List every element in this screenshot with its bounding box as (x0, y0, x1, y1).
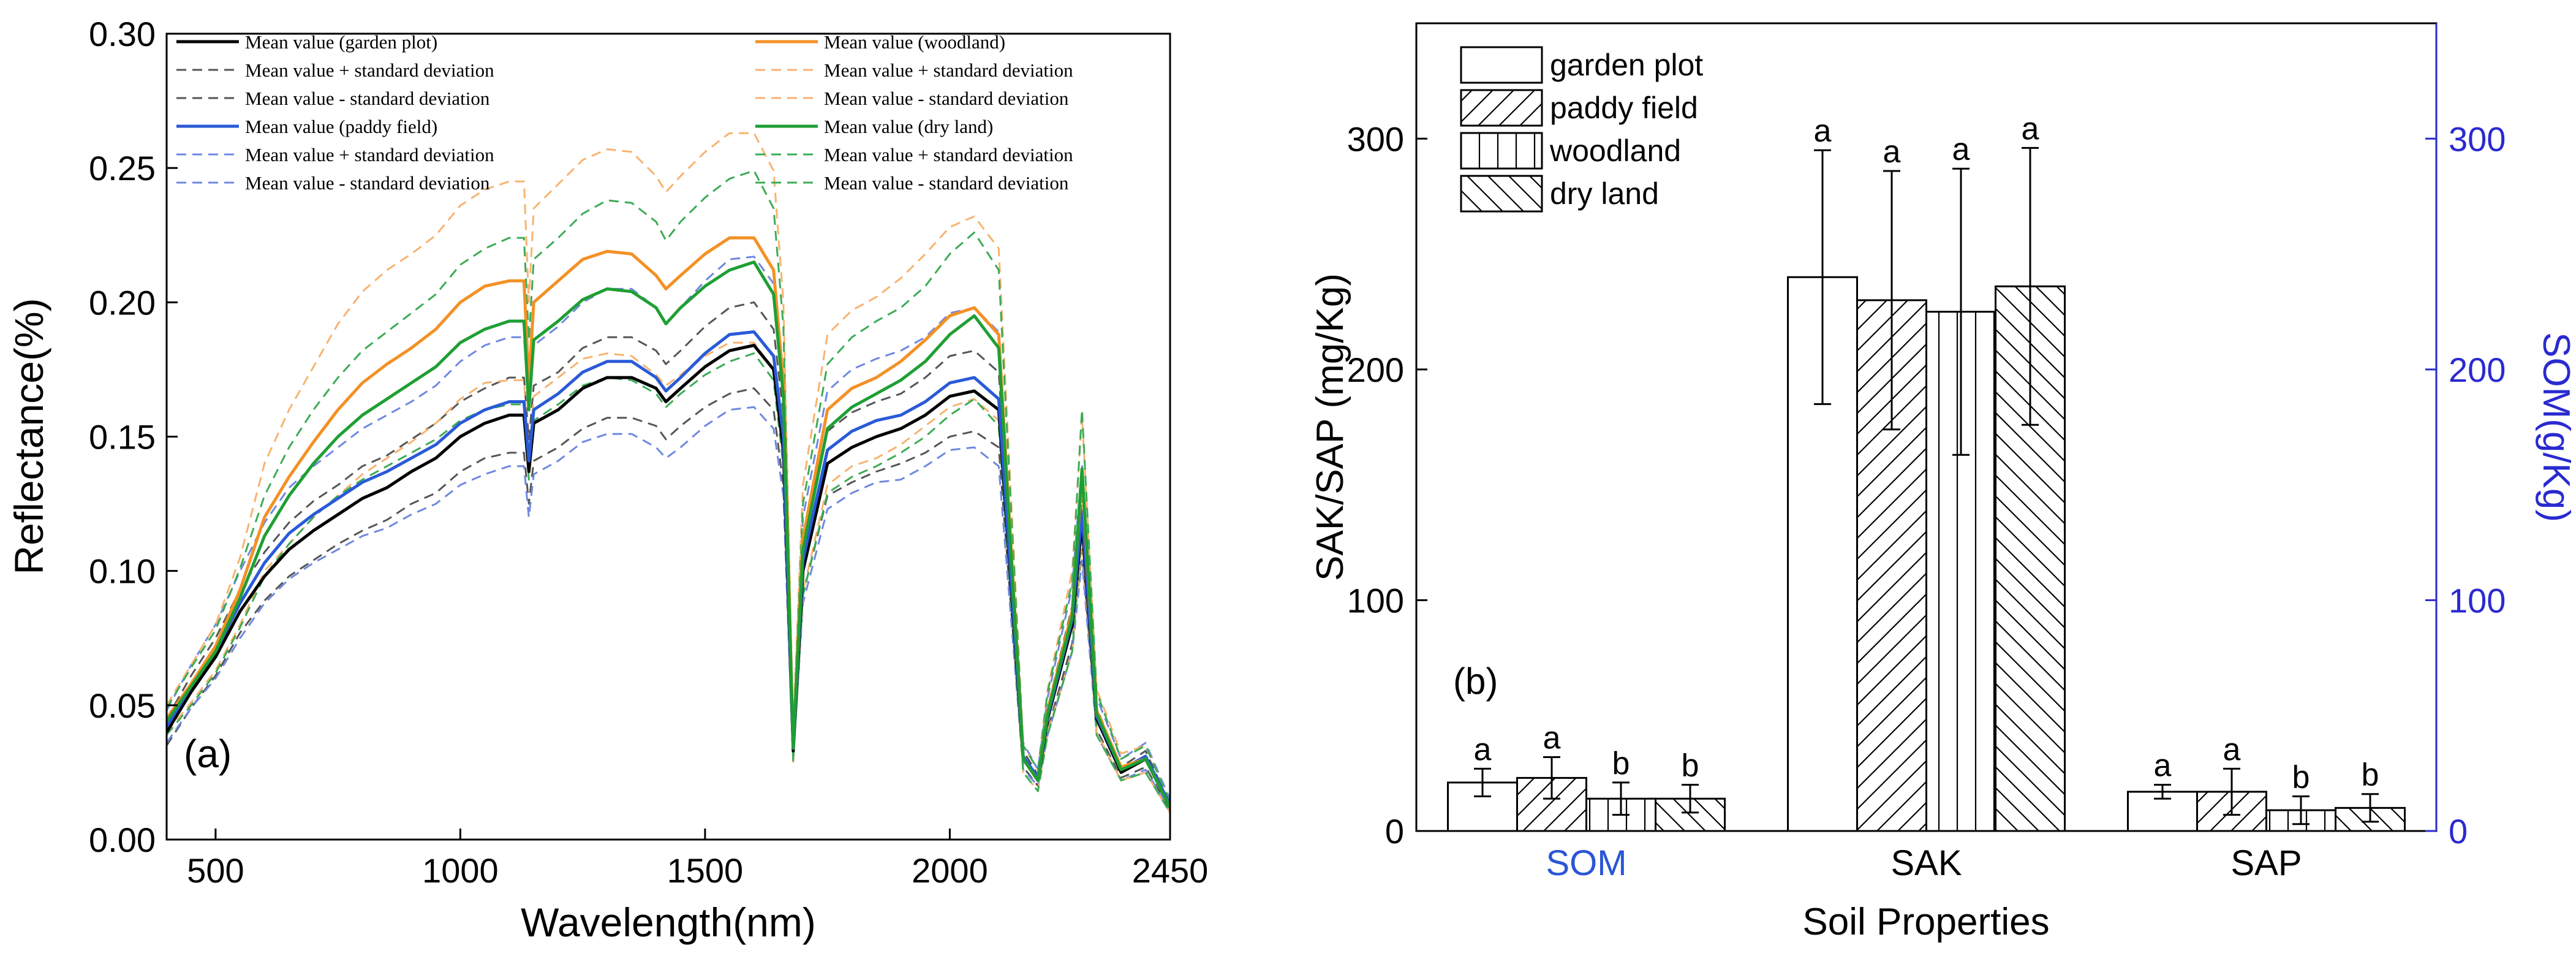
b-significance-letter: b (1612, 746, 1630, 781)
b-significance-letter: a (1474, 732, 1492, 767)
a-legend-label-7: Mean value (woodland) (824, 31, 1005, 53)
b-legend-label-1: garden plot (1550, 48, 1703, 82)
b-legend-label-2: paddy field (1550, 91, 1698, 125)
a-legend-label-3: Mean value - standard deviation (245, 88, 490, 109)
b-legend-swatch-1 (1460, 46, 1543, 84)
b-category-label-sap: SAP (2230, 843, 2302, 883)
a-axis-ticks: 500 1000 1500 2000 2450 0.00 0.05 0.10 0.15 0.20 0… (89, 15, 1208, 890)
b-significance-letter: a (1883, 134, 1901, 170)
spectral-reflectance-chart: 500 1000 1500 2000 2450 0.00 0.05 0.10 0.15 0.20 0… (6, 15, 1208, 945)
a-x-tick-label: 1000 (422, 851, 499, 890)
a-x-tick-label: 2450 (1132, 851, 1209, 890)
a-series-line-6 (167, 387, 1170, 811)
b-y2-tick-label: 100 (2449, 581, 2506, 620)
b-y-tick-label: 200 (1347, 351, 1404, 389)
a-legend-label-1: Mean value (garden plot) (245, 31, 437, 53)
a-legend-label-6: Mean value - standard deviation (245, 172, 490, 194)
b-panel-label: (b) (1453, 661, 1498, 702)
a-legend-label-9: Mean value - standard deviation (824, 88, 1069, 109)
b-y-tick-label: 300 (1347, 120, 1404, 158)
a-legend: Mean value (garden plot) Mean value + sta… (176, 31, 1073, 194)
a-legend-label-4: Mean value (paddy field) (245, 116, 437, 137)
b-category-label-sak: SAK (1890, 843, 1962, 883)
b-y-tick-label: 0 (1385, 812, 1404, 851)
b-legend-swatch-4 (1460, 175, 1543, 213)
a-y-tick-label: 0.25 (89, 149, 156, 188)
a-panel-label: (a) (184, 732, 232, 776)
a-y-axis-title: Reflectance(%) (6, 298, 51, 574)
b-y2-tick-label: 200 (2449, 351, 2506, 389)
a-series-line-5 (167, 301, 1170, 805)
b-x-axis-title: Soil Properties (1802, 901, 2049, 943)
b-significance-letter: b (2362, 757, 2379, 793)
b-significance-letter: b (2292, 760, 2310, 795)
b-significance-letter: a (1952, 132, 1970, 167)
b-significance-letter: b (1682, 748, 1699, 784)
b-significance-letter: a (1543, 720, 1561, 756)
a-legend-label-5: Mean value + standard deviation (245, 144, 494, 165)
b-significance-letter: a (2154, 748, 2172, 784)
a-y-tick-label: 0.05 (89, 686, 156, 725)
a-legend-label-10: Mean value (dry land) (824, 116, 993, 137)
b-legend-swatch-2 (1460, 89, 1543, 127)
a-legend-label-2: Mean value + standard deviation (245, 59, 494, 81)
b-axis-ticks: SOM SAK SAP 0 100 200 300 0 100 200 300 (1347, 120, 2506, 883)
a-series-line-1 (167, 344, 1170, 808)
b-significance-letter: a (1814, 113, 1832, 149)
a-series-group (167, 132, 1170, 813)
a-x-axis-title: Wavelength(nm) (521, 900, 816, 945)
b-y-axis-title: SAK/SAP (mg/Kg) (1309, 273, 1351, 581)
b-bars-group: a a b b a a a a a a b b (1447, 111, 2406, 832)
a-x-tick-label: 500 (187, 851, 244, 890)
b-legend-label-4: dry land (1550, 176, 1659, 211)
a-y-tick-label: 0.20 (89, 283, 156, 322)
a-series-line-12 (167, 352, 1170, 813)
b-legend-label-3: woodland (1549, 134, 1681, 168)
b-legend-swatch-3 (1460, 132, 1543, 170)
b-legend: garden plot paddy field woodland dry land (1460, 46, 1703, 213)
b-y2-tick-label: 300 (2449, 120, 2506, 158)
a-y-tick-label: 0.10 (89, 552, 156, 591)
b-category-label-som: SOM (1546, 843, 1626, 883)
a-x-tick-label: 1500 (667, 851, 744, 890)
a-legend-label-8: Mean value + standard deviation (824, 59, 1073, 81)
a-y-tick-label: 0.30 (89, 15, 156, 53)
a-y-tick-label: 0.15 (89, 418, 156, 457)
b-y-tick-label: 100 (1347, 581, 1404, 620)
a-legend-label-11: Mean value + standard deviation (824, 144, 1073, 165)
b-significance-letter: a (2223, 732, 2241, 767)
soil-properties-bar-chart: a a b b a a a a a a b b SOM SAK SAP 0 100 200 300 0 100 200 3… (1309, 22, 2576, 943)
b-y2-axis-title: SOM(g/Kg) (2535, 332, 2576, 522)
b-significance-letter: a (2022, 111, 2039, 146)
a-legend-label-12: Mean value - standard deviation (824, 172, 1069, 194)
a-y-tick-label: 0.00 (89, 821, 156, 859)
a-series-line-4 (167, 260, 1170, 808)
a-x-tick-label: 2000 (912, 851, 988, 890)
a-series-line-8 (167, 406, 1170, 811)
b-y2-tick-label: 0 (2449, 812, 2468, 851)
a-series-line-10 (167, 341, 1170, 813)
